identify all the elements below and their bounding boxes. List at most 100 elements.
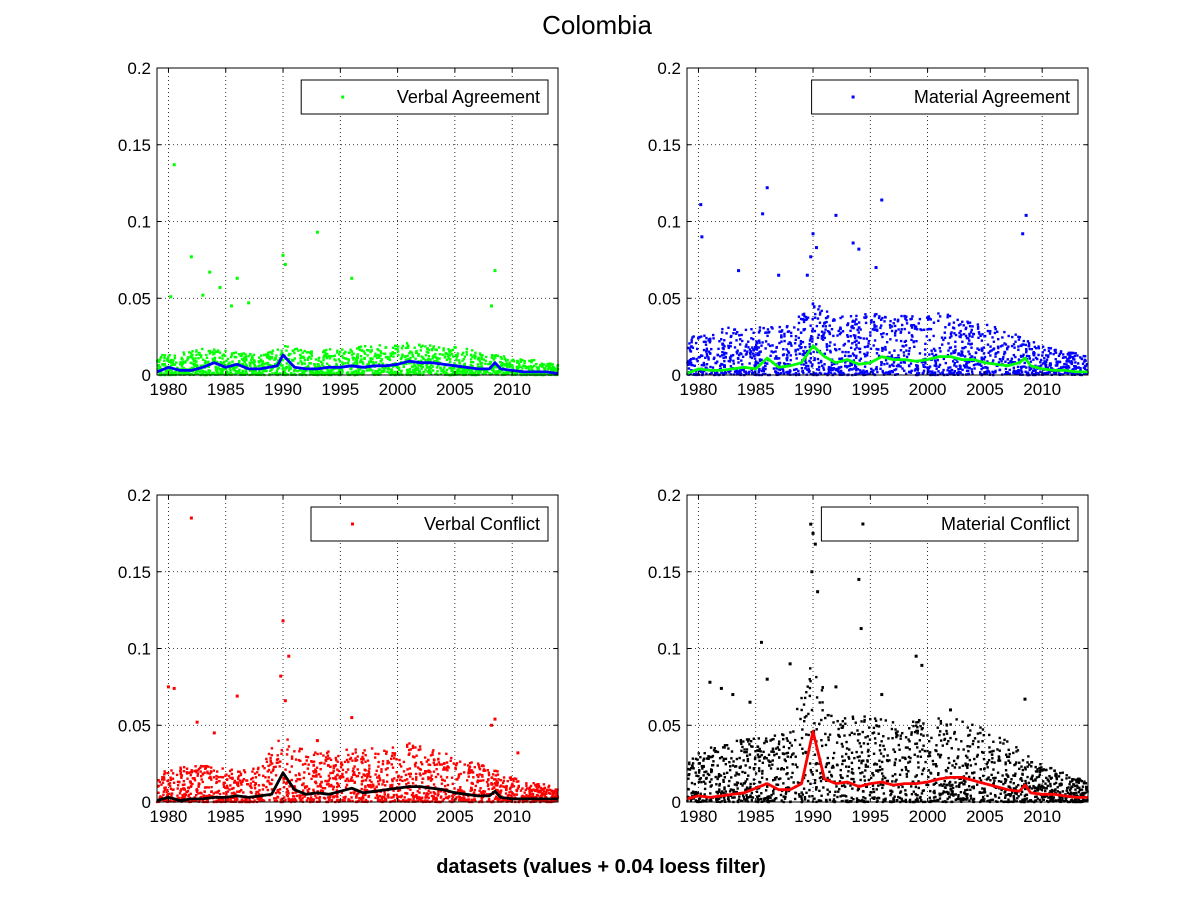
data-point bbox=[541, 364, 545, 367]
data-point bbox=[867, 372, 870, 376]
data-point bbox=[215, 367, 218, 370]
data-point bbox=[208, 772, 211, 775]
data-point bbox=[212, 776, 216, 779]
data-point bbox=[282, 369, 285, 373]
data-point bbox=[951, 326, 955, 329]
data-point bbox=[939, 350, 942, 353]
data-point bbox=[858, 369, 862, 372]
y-tick-label: 0.2 bbox=[657, 59, 681, 78]
data-point bbox=[483, 790, 487, 793]
data-point bbox=[351, 759, 354, 762]
outlier-point bbox=[857, 247, 861, 251]
data-point bbox=[1014, 371, 1017, 374]
data-point bbox=[908, 347, 911, 350]
data-point bbox=[967, 350, 970, 353]
data-point bbox=[250, 355, 254, 359]
data-point bbox=[524, 365, 527, 368]
data-point bbox=[828, 332, 832, 336]
data-point bbox=[883, 315, 887, 319]
data-point bbox=[193, 364, 197, 367]
data-point bbox=[412, 371, 415, 374]
data-point bbox=[272, 768, 275, 771]
data-point bbox=[701, 370, 704, 373]
data-point bbox=[329, 795, 332, 799]
data-point bbox=[735, 371, 738, 374]
smooth-line-material-agreement bbox=[686, 344, 1088, 375]
y-tick-label: 0 bbox=[142, 366, 151, 385]
data-point bbox=[511, 365, 514, 368]
data-point bbox=[354, 759, 357, 762]
data-point bbox=[446, 355, 450, 358]
data-point bbox=[195, 363, 198, 367]
data-point bbox=[261, 362, 264, 366]
data-point bbox=[397, 366, 401, 369]
data-point bbox=[439, 372, 443, 376]
data-point bbox=[476, 762, 480, 765]
data-point bbox=[705, 366, 708, 369]
data-point bbox=[440, 782, 444, 785]
data-point bbox=[191, 350, 194, 353]
data-point bbox=[445, 796, 448, 799]
data-point bbox=[505, 370, 508, 373]
data-point bbox=[1022, 353, 1025, 356]
outlier-point bbox=[189, 255, 193, 259]
data-point bbox=[555, 368, 558, 371]
data-point bbox=[983, 334, 987, 338]
data-point bbox=[958, 331, 961, 335]
data-point bbox=[243, 771, 247, 774]
data-point bbox=[158, 796, 161, 799]
data-point bbox=[725, 332, 728, 335]
data-point bbox=[967, 337, 970, 340]
data-point bbox=[937, 312, 940, 315]
data-point bbox=[816, 336, 820, 339]
data-point bbox=[517, 780, 520, 783]
data-point bbox=[335, 794, 338, 798]
data-point bbox=[880, 333, 883, 336]
data-point bbox=[870, 367, 873, 371]
data-point bbox=[521, 366, 524, 370]
data-point bbox=[426, 358, 430, 362]
data-point bbox=[452, 355, 455, 358]
data-point bbox=[1074, 352, 1077, 355]
data-point bbox=[895, 364, 899, 368]
data-point bbox=[382, 367, 386, 371]
data-point bbox=[964, 326, 968, 329]
data-point bbox=[1037, 353, 1040, 357]
data-point bbox=[427, 351, 430, 354]
data-point bbox=[957, 372, 960, 375]
data-point bbox=[764, 367, 767, 371]
data-point bbox=[950, 331, 953, 334]
data-point bbox=[350, 371, 354, 374]
data-point bbox=[546, 373, 549, 376]
data-point bbox=[830, 327, 834, 331]
data-point bbox=[865, 315, 868, 318]
data-point bbox=[751, 337, 755, 341]
data-point bbox=[744, 328, 748, 332]
data-point bbox=[820, 309, 823, 313]
data-point bbox=[316, 752, 319, 756]
data-point bbox=[737, 353, 741, 357]
data-point bbox=[241, 362, 244, 366]
data-point bbox=[473, 357, 477, 360]
data-point bbox=[783, 335, 786, 338]
data-point bbox=[463, 369, 467, 372]
data-point bbox=[461, 353, 464, 356]
data-point bbox=[263, 369, 267, 373]
data-point bbox=[738, 343, 742, 346]
data-point bbox=[542, 790, 546, 793]
data-point bbox=[953, 364, 956, 367]
data-point bbox=[184, 372, 187, 375]
data-point bbox=[754, 362, 757, 366]
data-point bbox=[306, 357, 310, 360]
data-point bbox=[498, 791, 501, 794]
data-point bbox=[1058, 372, 1061, 375]
data-point bbox=[535, 366, 539, 369]
data-point bbox=[836, 369, 839, 372]
data-point bbox=[238, 368, 241, 372]
data-point bbox=[813, 358, 816, 362]
data-point bbox=[834, 348, 838, 352]
data-point bbox=[750, 328, 753, 331]
data-point bbox=[377, 373, 380, 376]
data-point bbox=[373, 371, 376, 375]
data-point bbox=[917, 372, 921, 375]
